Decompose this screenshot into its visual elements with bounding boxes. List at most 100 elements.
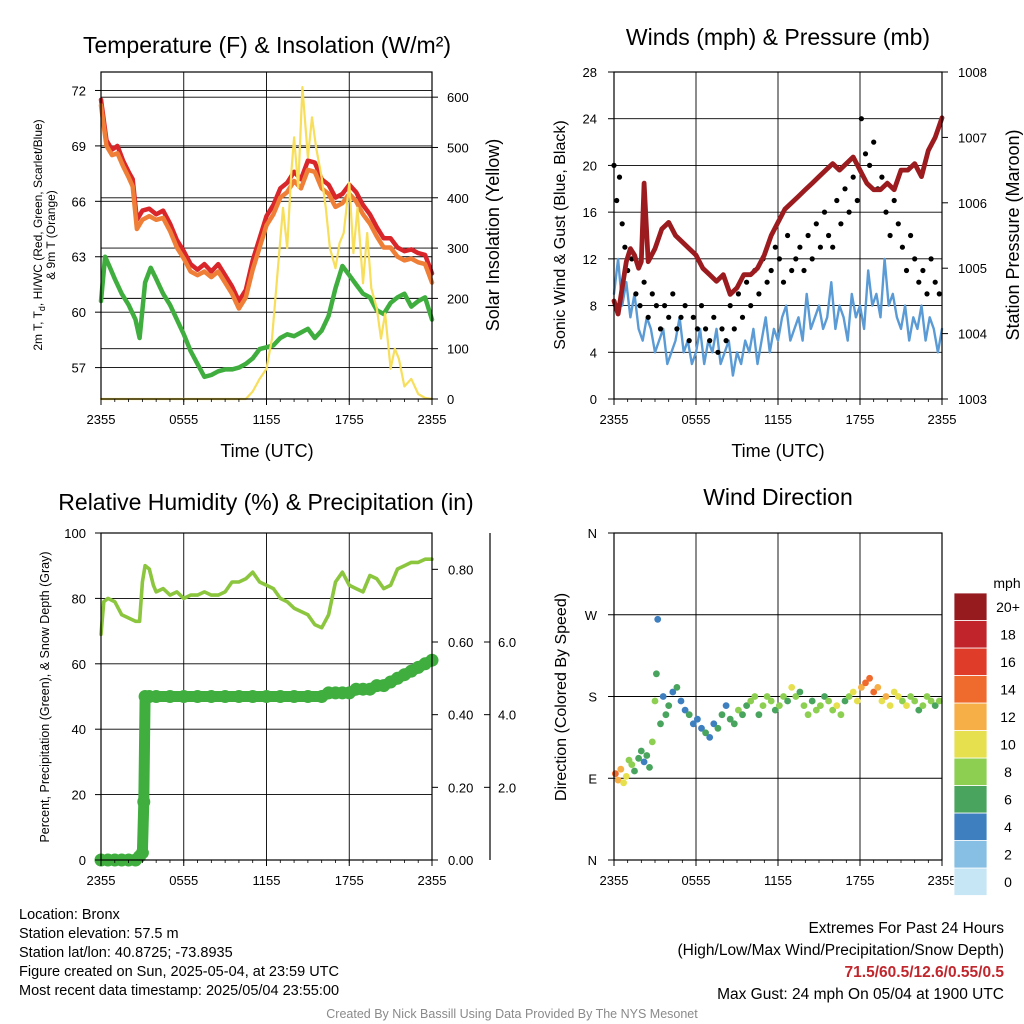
snow-depth-tick-label: 6.0 <box>498 635 516 650</box>
wind-direction-point <box>669 688 677 696</box>
wind-gust-point <box>805 232 811 239</box>
wind-direction-point <box>845 693 853 700</box>
wind-gust-point <box>703 326 709 332</box>
wind-gust-point <box>895 221 901 227</box>
wind-gust-point <box>936 291 942 297</box>
winds-x-tick-label: 0555 <box>682 412 711 427</box>
humidity-series <box>94 557 439 867</box>
humidity-x-tick-label: 2355 <box>87 873 116 888</box>
wind-speed-y-tick-label: 16 <box>583 205 597 220</box>
max-gust: Max Gust: 24 mph On 05/04 at 1900 UTC <box>717 986 1004 1003</box>
colorbar-swatch <box>953 620 988 649</box>
humidity-x-tick-label: 1155 <box>253 873 281 888</box>
wind-direction-point <box>890 688 898 696</box>
wind-gust-point <box>862 151 869 157</box>
wind-gust-point <box>678 314 684 320</box>
credit-line: Created By Nick Bassill Using Data Provi… <box>326 1007 698 1021</box>
wind-speed-y-tick-label: 20 <box>583 158 597 173</box>
wind-gust-point <box>682 303 688 309</box>
colorbar-label: 0 <box>1004 874 1012 890</box>
pressure-y-tick-label: 1003 <box>958 392 987 407</box>
precipitation-point <box>137 795 151 809</box>
wind-direction-point <box>927 697 935 705</box>
wind-gust-point <box>731 326 737 332</box>
insolation-y-tick-label: 200 <box>447 291 469 306</box>
winds-x-tick-label: 2355 <box>600 412 629 427</box>
wind-gust-point <box>887 232 893 239</box>
wind-gust-point <box>797 244 803 250</box>
wind-direction-point <box>878 697 886 705</box>
temperature-x-tick-label: 0555 <box>169 412 198 427</box>
wind-direction-point <box>714 724 722 732</box>
wind-gust-point <box>645 314 651 320</box>
wind-gust-point <box>662 303 668 309</box>
wind-gust-point <box>641 279 647 285</box>
wind-gust-point <box>932 279 938 285</box>
winds-x-tick-label: 1155 <box>764 412 792 427</box>
wind-direction-point <box>643 752 651 759</box>
insolation-line <box>99 86 434 401</box>
colorbar-label: 10 <box>1000 736 1016 752</box>
pressure-y-tick-label: 1004 <box>958 327 987 342</box>
temperature-left-axis: 57 60 63 66 69 72 <box>72 83 101 376</box>
wind-direction-point <box>907 693 914 700</box>
precipitation-point <box>246 690 260 703</box>
wind-gust-point <box>854 197 860 204</box>
temperature-y-label-line1: 2m T, Td, HI/WC (Red, Green, Scarlet/Blu… <box>31 119 47 350</box>
pressure-right-axis: 1003 1004 1005 1006 1007 1008 <box>942 65 987 407</box>
colorbar-swatch <box>953 592 988 621</box>
precipitation-point <box>218 690 232 703</box>
colorbar-unit: mph <box>993 575 1020 591</box>
wind-gust-point <box>711 314 717 320</box>
wind-direction-point <box>694 715 701 723</box>
winds-time-axis: 2355 0555 1155 1755 2355 <box>600 399 956 427</box>
wind-gust-point <box>756 291 762 297</box>
snow-depth-axis: 2.0 4.0 6.0 <box>484 635 516 795</box>
colorbar-swatch <box>953 730 988 759</box>
wind-gust-point <box>858 116 865 122</box>
insolation-y-tick-label: 300 <box>447 241 469 256</box>
wind-gust-point <box>850 174 856 180</box>
colorbar-swatch <box>953 840 988 869</box>
wind-direction-point <box>628 761 636 768</box>
colorbar-label: 2 <box>1004 846 1012 862</box>
wind-direction-series <box>612 615 943 787</box>
temperature-y-tick-label: 69 <box>72 139 86 154</box>
wind-direction-point <box>776 702 783 709</box>
wind-direction-point <box>763 693 771 700</box>
station-latlon: Station lat/lon: 40.8725; -73.8935 <box>19 945 233 961</box>
pressure-y-tick-label: 1005 <box>958 261 987 276</box>
humidity-y-tick-label: 60 <box>72 657 86 672</box>
relative-humidity-line <box>99 557 434 637</box>
temperature-9m-line <box>98 103 435 311</box>
temperature-y-label-line2: & 9m T (Orange) <box>44 190 58 280</box>
wind-direction-y-tick-label: E <box>588 771 597 786</box>
wind-gust-point <box>916 279 922 285</box>
wind-direction-point <box>730 720 738 728</box>
winds-x-tick-label: 1755 <box>846 412 875 427</box>
wind-direction-point <box>837 711 845 719</box>
wind-direction-point <box>648 738 656 746</box>
wind-direction-point <box>637 747 645 755</box>
wind-direction-point <box>665 702 673 709</box>
wind-speed-y-tick-label: 24 <box>583 112 597 127</box>
pressure-y-tick-label: 1007 <box>958 130 987 145</box>
wind-gust-point <box>834 197 840 204</box>
wind-gust-point <box>867 162 873 168</box>
wind-direction-point <box>780 693 787 700</box>
wind-direction-point <box>662 711 670 719</box>
wind-speed-y-tick-label: 4 <box>590 345 597 360</box>
wind-gust-point <box>649 291 655 297</box>
colorbar-label: 16 <box>1000 654 1016 670</box>
precipitation-point <box>273 690 287 703</box>
wind-gust-point <box>619 221 625 227</box>
wind-direction-point <box>759 702 767 709</box>
wind-direction-point <box>710 720 718 728</box>
humidity-time-axis: 2355 0555 1155 1755 2355 <box>87 860 446 888</box>
wind-direction-point <box>653 670 660 678</box>
winds-x-axis-label: Time (UTC) <box>731 441 824 461</box>
wind-gust-point <box>707 338 713 344</box>
wind-direction-point <box>862 679 869 687</box>
humidity-y-tick-label: 80 <box>72 591 86 606</box>
wind-direction-point <box>784 697 791 705</box>
